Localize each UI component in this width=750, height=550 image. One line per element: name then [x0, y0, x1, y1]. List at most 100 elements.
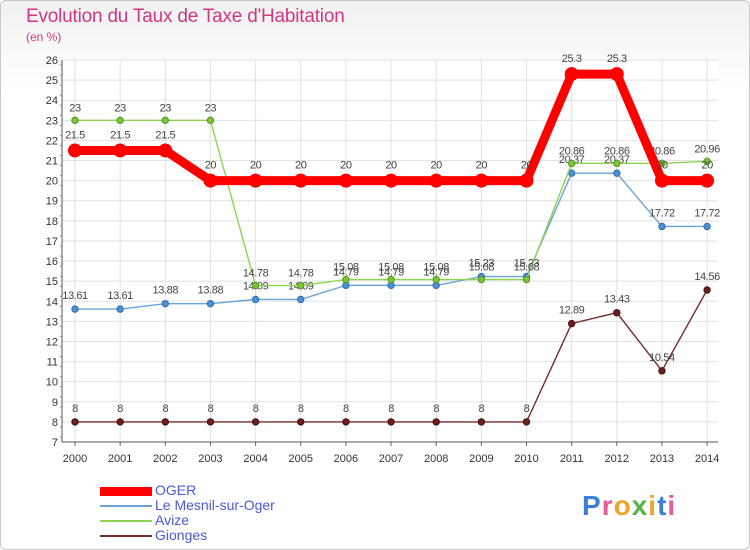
- data-point: [158, 143, 173, 158]
- data-point: [68, 143, 82, 158]
- x-tick-label: 2013: [650, 453, 674, 465]
- data-point: [429, 173, 444, 188]
- data-label: 14.79: [333, 266, 359, 278]
- data-label: 8: [478, 403, 484, 415]
- legend-swatch: [100, 520, 152, 522]
- series-gionges: 8 8 8 8 8 8 8 8 8 8 8 12.89 13.43 10.54 14.56: [71, 271, 721, 426]
- data-label: 21.5: [110, 129, 130, 141]
- data-point: [432, 275, 440, 284]
- x-tick-label: 2009: [469, 453, 493, 465]
- logo-letter: P: [582, 490, 602, 521]
- data-point: [116, 305, 124, 313]
- data-point: [700, 173, 715, 188]
- data-label: 14.56: [694, 271, 720, 283]
- data-label: 8: [433, 403, 439, 415]
- data-point: [384, 173, 399, 188]
- data-label: 8: [117, 403, 123, 415]
- legend-label: OGER: [155, 482, 197, 498]
- logo-letter: x: [631, 490, 649, 521]
- data-label: 20.86: [604, 145, 630, 157]
- x-tick-label: 2002: [153, 453, 177, 465]
- data-label: 20: [385, 160, 397, 172]
- data-label: 20: [476, 160, 488, 172]
- logo-letter: r: [601, 490, 614, 521]
- data-point: [342, 275, 350, 284]
- logo-letter: o: [613, 490, 632, 521]
- data-point: [206, 116, 215, 125]
- y-tick-label: 23: [46, 115, 58, 127]
- data-point: [293, 173, 308, 188]
- data-point: [116, 418, 124, 426]
- grid-lines: 7 8 9 10 11 12 13 14 15 16 17 18 19 20 21 22 23 24 25 26 200…: [46, 55, 720, 465]
- data-point: [477, 418, 486, 426]
- data-label: 8: [72, 403, 78, 415]
- series-oger: 21.5 21.5 21.5 20 20 20 20 20 20 20 20 25.3 25.3 20 20: [65, 53, 715, 188]
- data-point: [564, 67, 579, 82]
- data-point: [703, 286, 711, 294]
- y-tick-label: 15: [46, 276, 58, 288]
- data-point: [567, 319, 576, 328]
- data-label: 17.72: [694, 207, 720, 219]
- data-label: 20: [295, 160, 307, 172]
- data-label: 14.78: [243, 268, 269, 280]
- data-label: 20.96: [694, 143, 720, 155]
- data-point: [522, 275, 531, 284]
- data-label: 23: [205, 102, 217, 114]
- y-tick-label: 25: [46, 75, 58, 87]
- logo-letter: t: [657, 490, 668, 521]
- data-point: [251, 295, 260, 304]
- y-tick-label: 18: [46, 216, 58, 228]
- data-point: [251, 418, 260, 426]
- data-label: 14.79: [378, 266, 404, 278]
- data-label: 25.3: [562, 53, 582, 65]
- x-tick-label: 2012: [605, 453, 629, 465]
- data-point: [658, 222, 666, 231]
- data-label: 20: [205, 160, 217, 172]
- data-point: [116, 116, 124, 125]
- data-point: [658, 367, 666, 375]
- data-label: 13.88: [198, 285, 224, 297]
- logo-letter: i: [667, 490, 677, 521]
- data-point: [206, 299, 215, 308]
- y-tick-label: 19: [46, 196, 58, 208]
- data-point: [613, 159, 621, 168]
- data-label: 15.08: [378, 262, 404, 274]
- data-point: [474, 173, 489, 188]
- data-label: 17.72: [649, 207, 675, 219]
- y-tick-label: 9: [52, 397, 58, 409]
- plot-area: [62, 60, 718, 442]
- proxiti-logo: Proxiti: [582, 490, 676, 522]
- x-tick-label: 2010: [514, 453, 538, 465]
- data-label: 15.08: [423, 262, 449, 274]
- data-point: [206, 418, 215, 426]
- data-point: [654, 173, 669, 188]
- data-point: [387, 275, 395, 284]
- data-label: 15.08: [514, 262, 540, 274]
- data-point: [297, 281, 305, 290]
- data-label: 10.54: [649, 352, 675, 364]
- y-tick-label: 26: [46, 55, 58, 67]
- y-tick-label: 12: [46, 336, 58, 348]
- x-tick-label: 2001: [108, 453, 132, 465]
- y-tick-label: 22: [46, 135, 58, 147]
- x-tick-label: 2008: [424, 453, 448, 465]
- data-point: [297, 418, 305, 426]
- x-tick-label: 2003: [198, 453, 222, 465]
- data-label: 15.08: [333, 262, 359, 274]
- data-label: 13.88: [153, 285, 179, 297]
- data-point: [387, 418, 395, 426]
- data-point: [613, 309, 621, 317]
- data-label: 8: [208, 403, 214, 415]
- data-point: [338, 173, 353, 188]
- legend-label: Avize: [155, 512, 189, 528]
- data-label: 8: [524, 403, 530, 415]
- data-label: 20: [340, 160, 352, 172]
- y-tick-label: 24: [46, 95, 58, 107]
- x-tick-label: 2007: [379, 453, 403, 465]
- y-tick-label: 10: [46, 377, 58, 389]
- x-tick-label: 2006: [334, 453, 358, 465]
- data-point: [703, 157, 711, 166]
- data-label: 20: [430, 160, 442, 172]
- data-label: 20.86: [559, 145, 585, 157]
- data-point: [703, 222, 711, 231]
